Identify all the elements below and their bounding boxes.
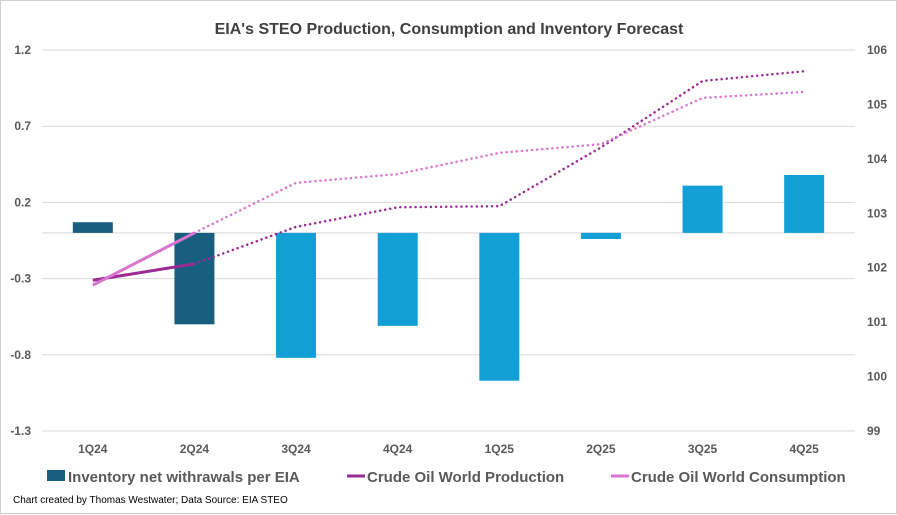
category-label: 4Q24	[383, 442, 413, 456]
category-label: 4Q25	[790, 442, 820, 456]
bar-2Q24	[174, 233, 214, 324]
category-label: 2Q24	[180, 442, 210, 456]
legend-swatch-inventory	[47, 470, 65, 481]
left-tick-label: -0.8	[10, 348, 31, 362]
bar-4Q25	[784, 175, 824, 233]
bar-2Q25	[581, 233, 621, 239]
left-tick-label: -1.3	[10, 424, 31, 438]
left-tick-label: 1.2	[14, 43, 31, 57]
left-tick-label: 0.2	[14, 195, 31, 209]
bar-1Q24	[73, 222, 113, 233]
right-tick-label: 106	[867, 43, 887, 57]
bar-1Q25	[479, 233, 519, 381]
legend-label-production: Crude Oil World Production	[367, 469, 564, 486]
bar-3Q24	[276, 233, 316, 358]
source-note: Chart created by Thomas Westwater; Data …	[13, 495, 288, 506]
category-label: 1Q25	[485, 442, 515, 456]
right-tick-label: 101	[867, 315, 887, 329]
category-label: 1Q24	[78, 442, 108, 456]
category-label: 3Q25	[688, 442, 718, 456]
right-tick-label: 102	[867, 261, 887, 275]
left-tick-label: 0.7	[14, 119, 31, 133]
left-tick-label: -0.3	[10, 272, 31, 286]
category-label: 3Q24	[281, 442, 311, 456]
legend-label-inventory: Inventory net withrawals per EIA	[68, 469, 300, 486]
right-tick-label: 99	[867, 424, 881, 438]
right-tick-label: 105	[867, 97, 887, 111]
legend-label-consumption: Crude Oil World Consumption	[631, 469, 846, 486]
bar-4Q24	[378, 233, 418, 326]
chart-title: EIA's STEO Production, Consumption and I…	[215, 21, 684, 38]
right-tick-label: 103	[867, 206, 887, 220]
category-label: 2Q25	[586, 442, 616, 456]
legend: Inventory net withrawals per EIA Crude O…	[47, 469, 846, 486]
bar-3Q25	[683, 186, 723, 233]
right-tick-label: 100	[867, 370, 887, 384]
right-tick-label: 104	[867, 152, 887, 166]
